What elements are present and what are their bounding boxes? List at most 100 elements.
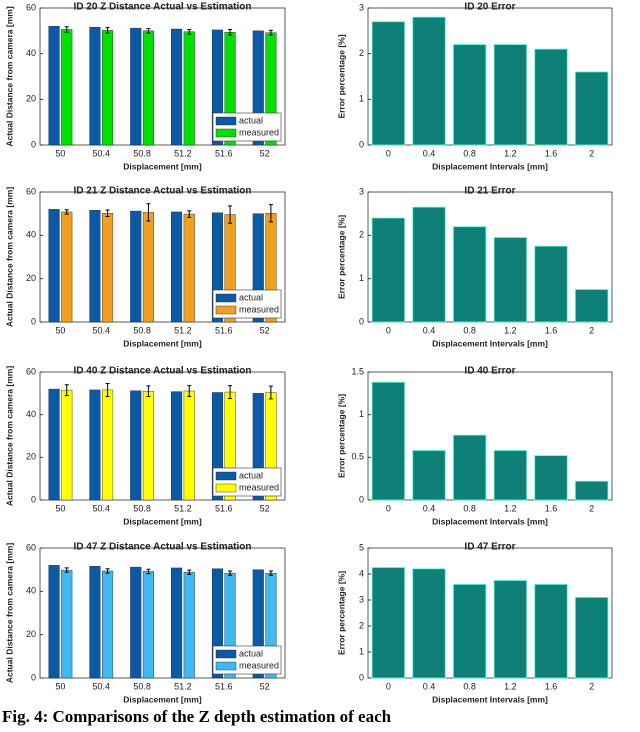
- x-tick-label: 1.2: [504, 148, 517, 158]
- bar: [142, 212, 154, 323]
- x-tick-label: 50.4: [92, 503, 110, 513]
- bar: [183, 31, 195, 146]
- y-tick-label: 60: [26, 366, 36, 376]
- bar: [48, 388, 60, 501]
- bar: [575, 480, 609, 501]
- legend-label: actual: [239, 292, 263, 302]
- bar: [171, 28, 183, 146]
- error-bar: [64, 567, 69, 573]
- x-tick-label: 0: [386, 325, 391, 335]
- x-tick-label: 0.8: [463, 681, 476, 691]
- y-tick-label: 20: [26, 94, 36, 104]
- bar: [89, 389, 101, 501]
- bar: [412, 450, 446, 501]
- y-tick-label: 40: [26, 48, 36, 58]
- x-tick-label: 0: [386, 503, 391, 513]
- x-axis-label: Displacement [mm]: [123, 338, 202, 348]
- y-tick-label: 0: [359, 139, 364, 149]
- bar: [493, 580, 528, 679]
- y-tick-label: 0: [359, 672, 364, 682]
- bar: [211, 29, 223, 146]
- x-tick-label: 51.2: [174, 681, 192, 691]
- chart-title: ID 20 Z Distance Actual vs Estimation: [73, 2, 251, 13]
- x-tick-label: 50: [55, 681, 65, 691]
- bar: [183, 213, 195, 323]
- chart-title: ID 47 Error: [464, 542, 515, 553]
- bar: [412, 568, 446, 679]
- error-bar: [268, 29, 273, 36]
- x-tick-label: 52: [260, 681, 270, 691]
- y-tick-label: 5: [359, 542, 364, 552]
- y-tick-label: 0: [31, 139, 36, 149]
- bar: [130, 27, 142, 146]
- bar: [412, 206, 446, 323]
- bar: [371, 567, 406, 679]
- bar: [48, 565, 60, 679]
- y-tick-label: 60: [26, 186, 36, 196]
- legend-swatch: [215, 661, 237, 671]
- x-tick-label: 0.4: [423, 148, 436, 158]
- bar: [493, 44, 528, 146]
- bar: [61, 211, 73, 323]
- x-tick-label: 1.2: [504, 325, 517, 335]
- legend-label: actual: [239, 115, 263, 125]
- bar: [534, 584, 568, 679]
- chart-title: ID 21 Z Distance Actual vs Estimation: [73, 186, 251, 197]
- y-tick-label: 0: [359, 316, 364, 326]
- x-axis-label: Displacement [mm]: [123, 516, 202, 526]
- x-tick-label: 50.8: [133, 148, 151, 158]
- chart-title: ID 40 Error: [464, 366, 515, 377]
- y-axis-label: Actual Distance from camera [mm]: [4, 187, 14, 327]
- bar: [61, 389, 73, 501]
- error-bar: [146, 203, 151, 222]
- x-tick-label: 51.6: [215, 681, 233, 691]
- x-tick-label: 50.8: [133, 325, 151, 335]
- x-tick-label: 1.2: [504, 681, 517, 691]
- bar: [371, 21, 406, 146]
- plot-area: [367, 7, 613, 146]
- x-tick-label: 1.2: [504, 503, 517, 513]
- bar: [534, 48, 568, 146]
- bar: [102, 30, 114, 146]
- y-tick-label: 2: [359, 48, 364, 58]
- error-bar: [146, 28, 151, 34]
- x-tick-label: 0.4: [423, 681, 436, 691]
- y-axis-label: Error percentage [%]: [336, 215, 346, 299]
- x-tick-label: 0: [386, 681, 391, 691]
- bar: [142, 571, 154, 679]
- y-tick-label: 40: [26, 409, 36, 419]
- bar: [252, 393, 264, 501]
- bar: [412, 16, 446, 146]
- bar: [102, 389, 114, 501]
- x-axis-label: Displacement [mm]: [123, 161, 202, 171]
- legend-swatch: [215, 649, 237, 659]
- y-tick-label: 3: [359, 2, 364, 12]
- x-tick-label: 51.2: [174, 148, 192, 158]
- legend-label: measured: [239, 660, 279, 670]
- bar: [61, 569, 73, 679]
- error-bar: [187, 569, 192, 575]
- x-tick-label: 50.4: [92, 325, 110, 335]
- y-tick-label: 3: [359, 594, 364, 604]
- x-tick-label: 0.8: [463, 503, 476, 513]
- bar: [575, 597, 609, 679]
- y-tick-label: 20: [26, 629, 36, 639]
- y-tick-label: 60: [26, 2, 36, 12]
- y-tick-label: 4: [359, 568, 364, 578]
- bar: [452, 434, 487, 501]
- x-tick-label: 50.8: [133, 681, 151, 691]
- bar: [452, 44, 487, 146]
- error-bar: [105, 568, 110, 574]
- x-tick-label: 50.4: [92, 148, 110, 158]
- bar: [575, 71, 609, 146]
- error-bar: [146, 385, 151, 398]
- caption: Fig. 4: Comparisons of the Z depth estim…: [2, 707, 392, 726]
- y-tick-label: 60: [26, 542, 36, 552]
- y-axis-label: Actual Distance from camera [mm]: [4, 543, 14, 683]
- y-tick-label: 1: [359, 646, 364, 656]
- x-tick-label: 1.6: [545, 148, 558, 158]
- legend-label: measured: [239, 482, 279, 492]
- x-tick-label: 0.4: [423, 503, 436, 513]
- bar: [102, 213, 114, 323]
